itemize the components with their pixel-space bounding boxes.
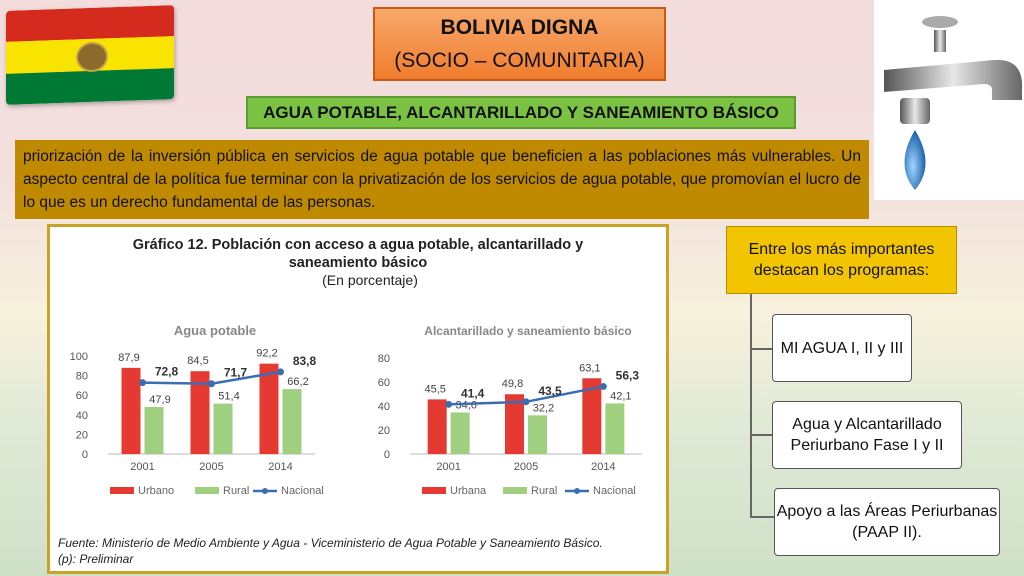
point-nacional bbox=[208, 380, 215, 388]
legend-swatch-urbano bbox=[110, 487, 134, 494]
program-item: Apoyo a las Áreas Periurbanas (PAAP II). bbox=[774, 488, 1000, 556]
y-tick-label: 20 bbox=[378, 425, 390, 437]
connector-line bbox=[750, 348, 772, 350]
legend-label: Urbana bbox=[450, 485, 487, 497]
legend-label: Nacional bbox=[281, 485, 324, 497]
legend-label: Urbano bbox=[138, 485, 174, 497]
bar-rural bbox=[144, 407, 164, 454]
legend-label: Rural bbox=[223, 485, 249, 497]
bar-rural bbox=[528, 415, 547, 454]
chart-source: Fuente: Ministerio de Medio Ambiente y A… bbox=[58, 536, 603, 550]
page-subtitle: (SOCIO – COMUNITARIA) bbox=[394, 49, 645, 72]
water-faucet-image bbox=[874, 0, 1024, 200]
bar-rural bbox=[282, 389, 302, 454]
bar-urbano bbox=[505, 394, 524, 454]
data-label-nacional: 83,8 bbox=[293, 354, 317, 368]
bar-urbano bbox=[121, 367, 141, 454]
data-label-nacional: 41,4 bbox=[461, 386, 485, 400]
bar-rural bbox=[605, 403, 625, 454]
title-box: BOLIVIA DIGNA (SOCIO – COMUNITARIA) bbox=[373, 7, 666, 81]
point-nacional bbox=[139, 379, 146, 387]
data-label-nacional: 72,8 bbox=[155, 365, 179, 379]
chart-title-line1: Gráfico 12. Población con acceso a agua … bbox=[133, 237, 583, 253]
chart-svg: Gráfico 12. Población con acceso a agua … bbox=[58, 237, 642, 566]
connector-line bbox=[750, 434, 772, 436]
x-tick-label: 2014 bbox=[591, 461, 615, 473]
data-label-rural: 51,4 bbox=[218, 391, 239, 403]
y-tick-label: 80 bbox=[76, 371, 88, 383]
point-nacional bbox=[445, 400, 453, 408]
bar-rural bbox=[450, 412, 470, 454]
y-tick-label: 40 bbox=[76, 410, 88, 422]
section-heading: AGUA POTABLE, ALCANTARILLADO Y SANEAMIEN… bbox=[246, 96, 796, 129]
y-tick-label: 100 bbox=[70, 351, 88, 363]
y-tick-label: 80 bbox=[378, 353, 390, 365]
subchart-title: Alcantarillado y saneamiento básico bbox=[424, 324, 631, 338]
y-tick-label: 60 bbox=[76, 390, 88, 402]
bar-urbano bbox=[427, 399, 447, 454]
x-tick-label: 2001 bbox=[436, 461, 460, 473]
chart-title-line3: (En porcentaje) bbox=[322, 272, 418, 288]
bar-urbano bbox=[190, 371, 210, 454]
programs-heading: Entre los más importantes destacan los p… bbox=[726, 226, 957, 294]
x-tick-label: 2001 bbox=[130, 461, 154, 473]
data-label-rural: 32,2 bbox=[533, 402, 554, 414]
legend-swatch-rural bbox=[503, 487, 527, 494]
bar-rural bbox=[213, 403, 233, 454]
legend-marker-nacional bbox=[574, 488, 580, 494]
program-item: MI AGUA I, II y III bbox=[772, 314, 912, 382]
bolivia-flag-image bbox=[6, 5, 174, 105]
y-tick-label: 60 bbox=[378, 377, 390, 389]
point-nacional bbox=[277, 368, 284, 376]
point-nacional bbox=[599, 382, 607, 390]
data-label-nacional: 43,5 bbox=[538, 384, 562, 398]
body-paragraph: priorización de la inversión pública en … bbox=[15, 140, 869, 219]
chart-source-note: (p): Preliminar bbox=[58, 552, 134, 566]
chart-title-line2: saneamiento básico bbox=[289, 255, 428, 271]
point-nacional bbox=[522, 398, 530, 406]
data-label-urbano: 92,2 bbox=[256, 348, 277, 360]
legend-swatch-rural bbox=[195, 487, 219, 494]
y-tick-label: 20 bbox=[76, 429, 88, 441]
legend-label: Nacional bbox=[593, 485, 636, 497]
bar-urbano bbox=[582, 378, 602, 454]
legend-label: Rural bbox=[531, 485, 557, 497]
data-label-urbano: 87,9 bbox=[118, 352, 139, 364]
data-label-rural: 47,9 bbox=[149, 394, 170, 406]
data-label-rural: 34,6 bbox=[455, 399, 476, 411]
subchart-title: Agua potable bbox=[174, 323, 256, 338]
y-tick-label: 0 bbox=[82, 449, 88, 461]
bar-urbano bbox=[259, 363, 279, 454]
x-tick-label: 2014 bbox=[268, 461, 292, 473]
data-label-urbano: 45,5 bbox=[424, 383, 445, 395]
data-label-urbano: 84,5 bbox=[187, 355, 208, 367]
data-label-rural: 66,2 bbox=[287, 376, 308, 388]
data-label-rural: 42,1 bbox=[610, 390, 631, 402]
y-tick-label: 40 bbox=[378, 401, 390, 413]
x-tick-label: 2005 bbox=[199, 461, 223, 473]
legend-marker-nacional bbox=[262, 488, 268, 494]
connector-line bbox=[750, 294, 752, 516]
program-item: Agua y Alcantarillado Periurbano Fase I … bbox=[772, 401, 962, 469]
chart-panel: Gráfico 12. Población con acceso a agua … bbox=[47, 224, 669, 574]
page-title: BOLIVIA DIGNA bbox=[440, 16, 599, 39]
data-label-nacional: 56,3 bbox=[616, 368, 640, 382]
x-tick-label: 2005 bbox=[514, 461, 538, 473]
y-tick-label: 0 bbox=[384, 449, 390, 461]
data-label-urbano: 49,8 bbox=[502, 378, 523, 390]
legend-swatch-urbano bbox=[422, 487, 446, 494]
connector-line bbox=[750, 516, 774, 518]
data-label-urbano: 63,1 bbox=[579, 362, 600, 374]
data-label-nacional: 71,7 bbox=[224, 366, 248, 380]
